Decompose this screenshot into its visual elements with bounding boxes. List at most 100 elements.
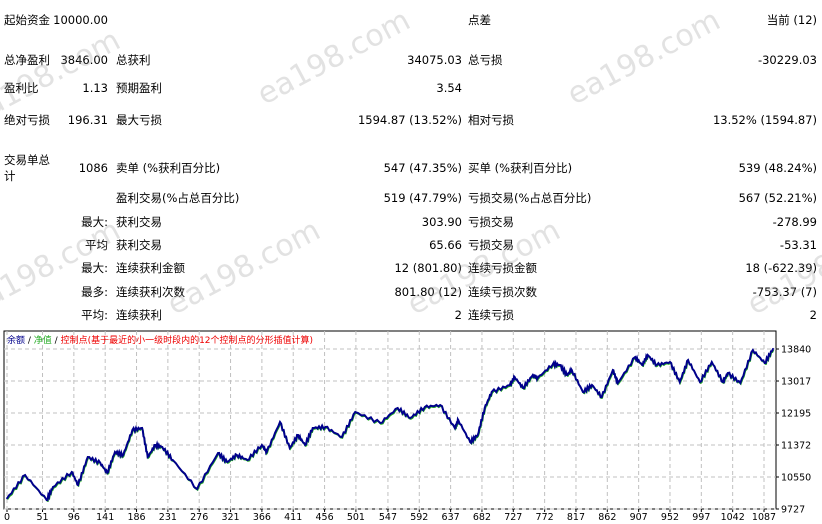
metric-label: 连续获利次数 [116,285,185,299]
report-row: 起始资金 10000.00 点差 当前 (12) [0,4,822,36]
metric-value [300,4,462,36]
row-value: 1.13 [82,81,108,95]
balance-point [141,427,144,429]
metric-value: 34075.03 [407,53,462,67]
report-row: 盈利比 1.13 预期盈利 3.54 [0,80,822,96]
y-tick-label: 13017 [781,377,811,388]
balance-point [70,471,73,473]
metric-value [600,80,817,96]
balance-point [739,382,742,384]
balance-point [641,364,644,366]
metric-value: 65.66 [429,238,462,252]
x-tick-label: 456 [315,512,333,523]
report-row: 平均 获利交易 65.66 亏损交易 -53.31 [0,237,822,253]
row-value: 1086 [78,161,108,175]
balance-point [531,374,534,376]
x-tick-label: 231 [159,512,177,523]
x-tick-label: 862 [598,512,616,523]
balance-point [354,411,357,413]
metric-label: 最大亏损 [116,113,162,127]
x-tick-label: 276 [190,512,208,523]
metric-label: 亏损交易(%占总百分比) [468,191,592,205]
row-value: 最大: [81,261,108,275]
x-tick-label: 547 [379,512,397,523]
legend-balance: 余额 [7,336,26,346]
row-label [4,237,52,253]
balance-point [699,381,701,383]
legend-separator: / [51,336,61,346]
balance-point [552,363,554,365]
balance-point [457,419,460,421]
x-tick-label: 186 [127,512,145,523]
y-tick-label: 13840 [781,345,811,356]
metric-label: 亏损交易 [468,215,514,229]
metric-value: 303.90 [421,215,462,229]
metric-value: 2 [454,308,462,322]
balance-point [52,486,54,488]
balance-point [99,462,102,464]
metric-value: 567 (52.21%) [738,191,817,205]
balance-point [508,384,511,386]
row-value: 平均: [81,308,108,322]
y-tick-label: 10550 [781,472,811,483]
x-tick-label: 501 [347,512,365,523]
balance-point [687,359,689,361]
balance-point [279,421,281,423]
x-tick-label: 592 [410,512,428,523]
balance-point [469,441,472,443]
balance-point [161,446,164,448]
balance-point [722,381,724,383]
x-tick-label: 411 [284,512,302,523]
balance-line [6,348,774,502]
balance-point [763,362,766,364]
balance-point [710,361,713,363]
balance-point [297,434,300,436]
balance-point [751,349,754,351]
balance-point [490,391,493,393]
x-tick-label: 51 [36,512,48,523]
x-tick-label: 637 [442,512,460,523]
balance-point [570,369,573,371]
balance-point [196,488,199,490]
metric-label: 连续亏损次数 [468,285,537,299]
x-tick-label: 141 [96,512,114,523]
x-tick-label: 907 [630,512,648,523]
metric-value: -53.31 [779,238,817,252]
balance-point [324,426,327,428]
metric-value: -30229.03 [757,53,817,67]
balance-point [678,381,681,383]
balance-point [122,454,125,456]
metric-label: 亏损交易 [468,238,514,252]
balance-point [226,461,228,463]
metric-value: 1594.87 (13.52%) [357,113,462,127]
x-tick-label: 366 [253,512,271,523]
metric-label: 相对亏损 [468,113,514,127]
balance-point [476,434,479,436]
balance-point [423,406,426,408]
balance-point [536,377,539,379]
balance-point [265,451,268,453]
balance-point [260,444,263,446]
balance-point [409,417,412,419]
metric-value: 13.52% (1594.87) [712,113,817,127]
y-tick-label: 12195 [781,408,811,419]
metric-value: -753.37 (7) [752,285,817,299]
balance-point [522,387,524,389]
report-row: 总净盈利 3846.00 总获利 34075.03 总亏损 -30229.03 [0,44,822,76]
metric-label: 连续亏损 [468,308,514,322]
row-label: 盈利比 [4,81,39,95]
metric-value: 3.54 [436,81,462,95]
plot-area [3,330,777,510]
metric-label: 连续亏损金额 [468,261,537,275]
row-label: 绝对亏损 [4,113,50,127]
row-label: 起始资金 [4,13,50,27]
balance-point [726,372,729,374]
balance-point [655,364,658,366]
report-row: 交易单总计 1086 卖单 (%获利百分比) 547 (47.35%) 买单 (%获利百… [0,152,822,184]
row-label [4,307,52,323]
metric-value: 12 (801.80) [394,261,462,275]
balance-point [439,404,442,406]
legend-control-points: 控制点(基于最近的小一级时段内的12个控制点的分形插值计算) [60,336,314,346]
metric-label: 获利交易 [116,215,162,229]
report-row: 最多: 连续获利次数 801.80 (12) 连续亏损次数 -753.37 (7) [0,284,822,300]
